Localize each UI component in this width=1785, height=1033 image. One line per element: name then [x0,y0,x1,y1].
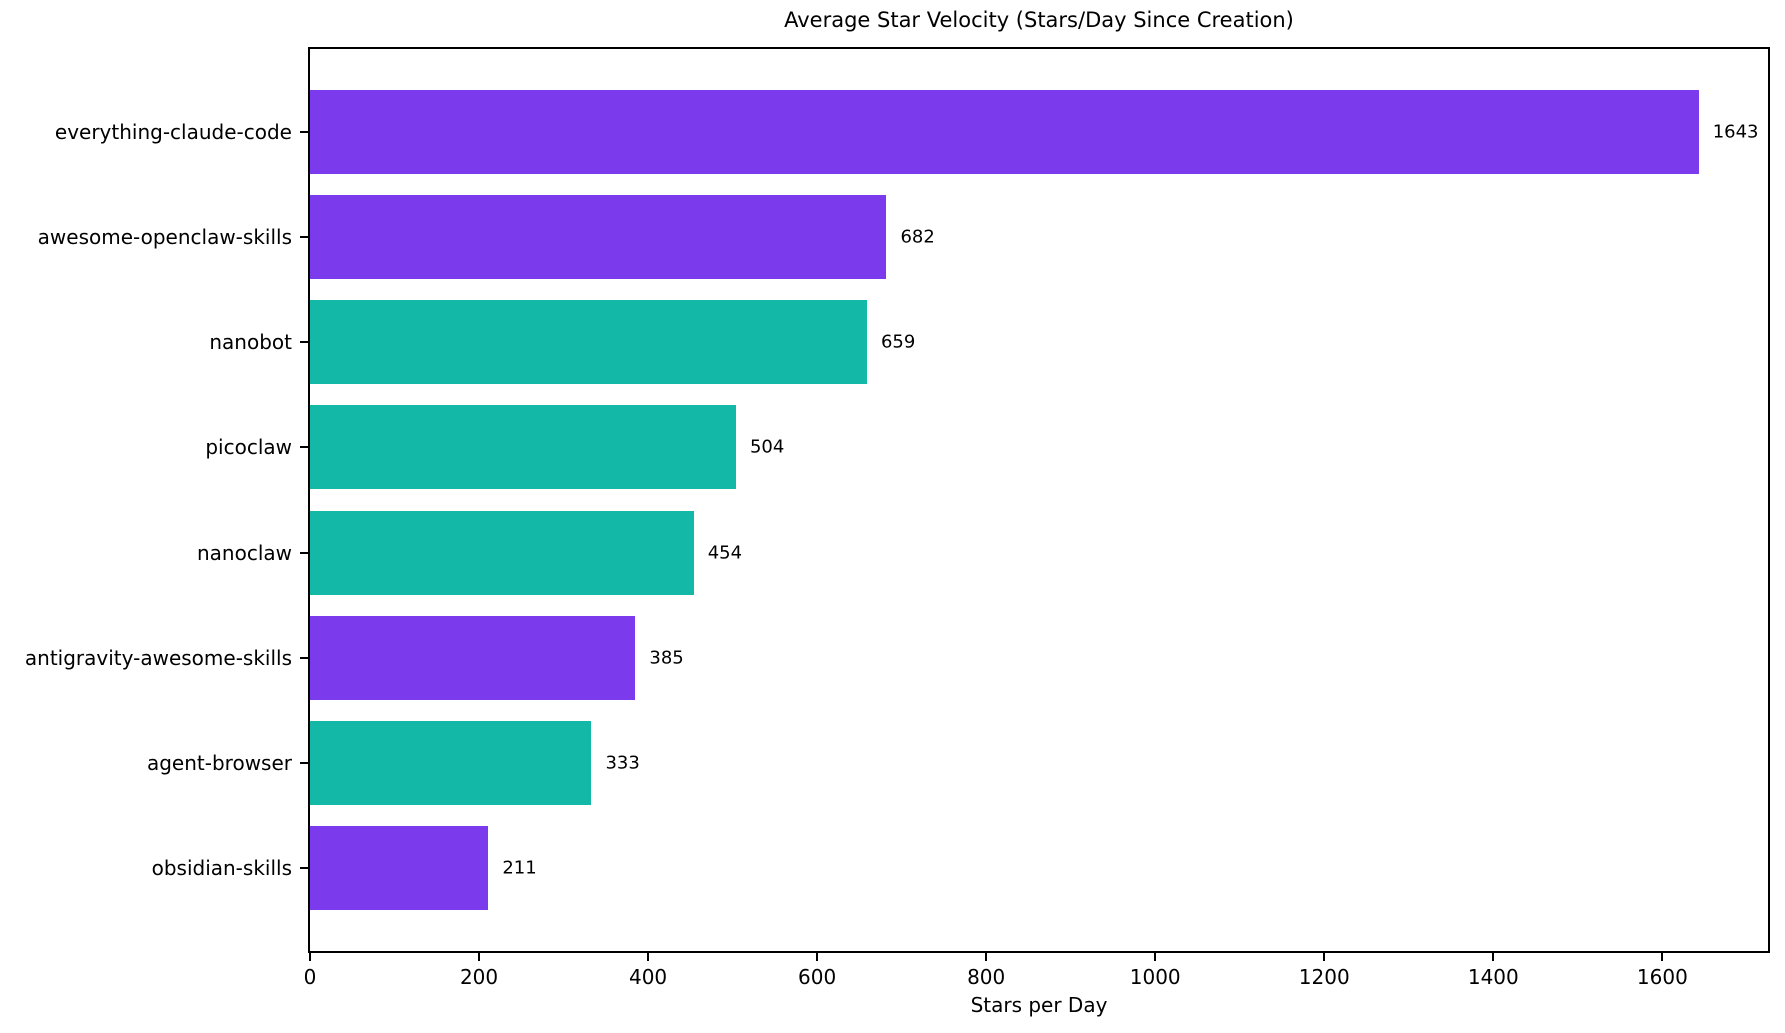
y-tick-mark [300,551,308,554]
bar-nanoclaw [310,510,694,595]
y-tick-mark [300,131,308,134]
x-tick-mark [1323,953,1326,961]
y-tick-label: antigravity-awesome-skills [24,645,292,670]
bar-agent-browser [310,720,592,805]
chart-title: Average Star Velocity (Stars/Day Since C… [784,8,1294,32]
x-tick-label: 200 [459,965,499,989]
x-tick-label: 1200 [1298,965,1350,989]
x-tick-label: 600 [798,965,837,989]
bar-everything-claude-code [310,90,1699,175]
y-tick-label: everything-claude-code [54,120,292,145]
y-tick-mark [300,236,308,239]
x-tick-mark [647,953,650,961]
bar-value-label: 1643 [1712,121,1759,143]
bar-value-label: 659 [880,331,916,353]
x-tick-label: 1000 [1129,965,1181,989]
x-tick-label: 0 [303,965,317,989]
x-tick-mark [1492,953,1495,961]
y-tick-label: picoclaw [205,435,292,460]
x-tick-mark [309,953,311,961]
bar-value-label: 682 [900,226,935,248]
y-tick-label: nanoclaw [196,540,292,565]
y-tick-mark [300,866,308,869]
y-tick-label: agent-browser [146,750,292,775]
x-tick-mark [478,953,481,961]
y-tick-label: nanobot [209,330,292,355]
bar-value-label: 454 [707,542,743,564]
bar-awesome-openclaw-skills [310,195,887,280]
x-tick-label: 1400 [1467,965,1519,989]
y-tick-mark [300,341,308,344]
x-tick-mark [1661,953,1664,961]
x-tick-mark [985,953,988,961]
y-tick-mark [300,656,308,659]
x-axis-label: Stars per Day [970,993,1108,1017]
bar-value-label: 333 [605,752,640,774]
x-tick-label: 1600 [1636,965,1688,989]
x-tick-label: 400 [628,965,668,989]
x-tick-mark [1154,953,1157,961]
plot-area: 1643 682 659 504 454 385 333 211 [308,47,1770,953]
bar-value-label: 504 [749,436,785,458]
bar-value-label: 211 [502,857,537,879]
y-tick-label: awesome-openclaw-skills [37,225,292,250]
bar-antigravity-awesome-skills [310,615,636,700]
y-tick-label: obsidian-skills [151,855,292,880]
bar-nanobot [310,300,867,385]
bar-obsidian-skills [310,825,489,910]
x-tick-mark [816,953,819,961]
bar-picoclaw [310,405,736,490]
x-tick-label: 800 [967,965,1006,989]
y-tick-mark [300,446,308,449]
y-tick-mark [300,761,308,764]
bar-value-label: 385 [649,647,684,669]
